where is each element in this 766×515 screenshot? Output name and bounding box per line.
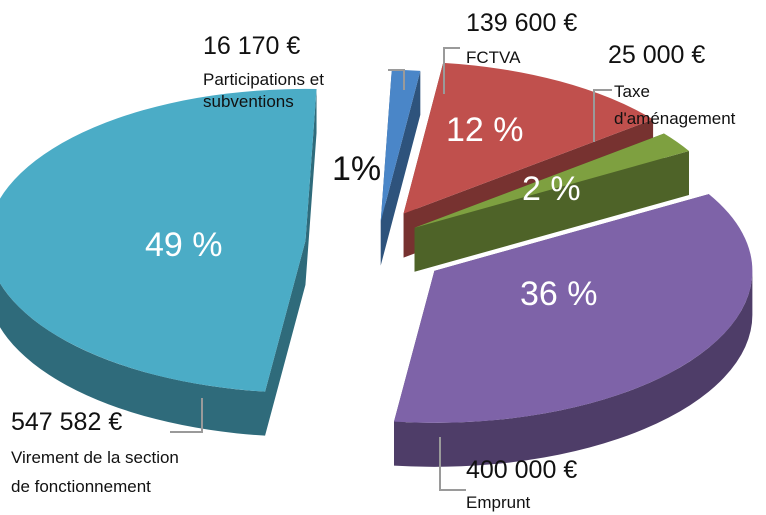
leader-taxe — [593, 89, 612, 142]
percent-label-emprunt: 36 % — [520, 275, 598, 313]
slices-layer — [0, 62, 753, 467]
slice-participations — [380, 69, 421, 222]
label-taxe-line2: d'aménagement — [614, 109, 736, 128]
leader-emprunt — [439, 437, 466, 491]
slice-taxe — [414, 133, 689, 228]
label-taxe-line1: Taxe — [614, 82, 650, 101]
label-participations-line2: subventions — [203, 92, 294, 111]
amount-taxe: 25 000 € — [608, 41, 705, 69]
percent-label-participations: 1% — [332, 150, 381, 188]
leader-participations — [388, 69, 405, 90]
amount-virement: 547 582 € — [11, 408, 122, 436]
label-emprunt: Emprunt — [466, 493, 531, 512]
leader-virement — [170, 398, 203, 433]
slice-virement — [0, 88, 317, 392]
label-fctva: FCTVA — [466, 48, 521, 67]
amount-participations: 16 170 € — [203, 32, 300, 60]
slice-side-virement — [0, 89, 317, 436]
label-participations-line1: Participations et — [203, 70, 324, 89]
percent-label-virement: 49 % — [145, 226, 223, 264]
amount-emprunt: 400 000 € — [466, 456, 577, 484]
label-virement-line2: de fonctionnement — [11, 477, 151, 496]
percent-label-taxe: 2 % — [522, 170, 581, 208]
label-virement-line1: Virement de la section — [11, 448, 179, 467]
slice-fctva — [403, 62, 654, 214]
leader-lines — [170, 47, 612, 491]
percent-label-fctva: 12 % — [446, 111, 524, 149]
amount-fctva: 139 600 € — [466, 9, 577, 37]
slice-emprunt — [394, 194, 753, 423]
leader-fctva — [443, 47, 460, 94]
